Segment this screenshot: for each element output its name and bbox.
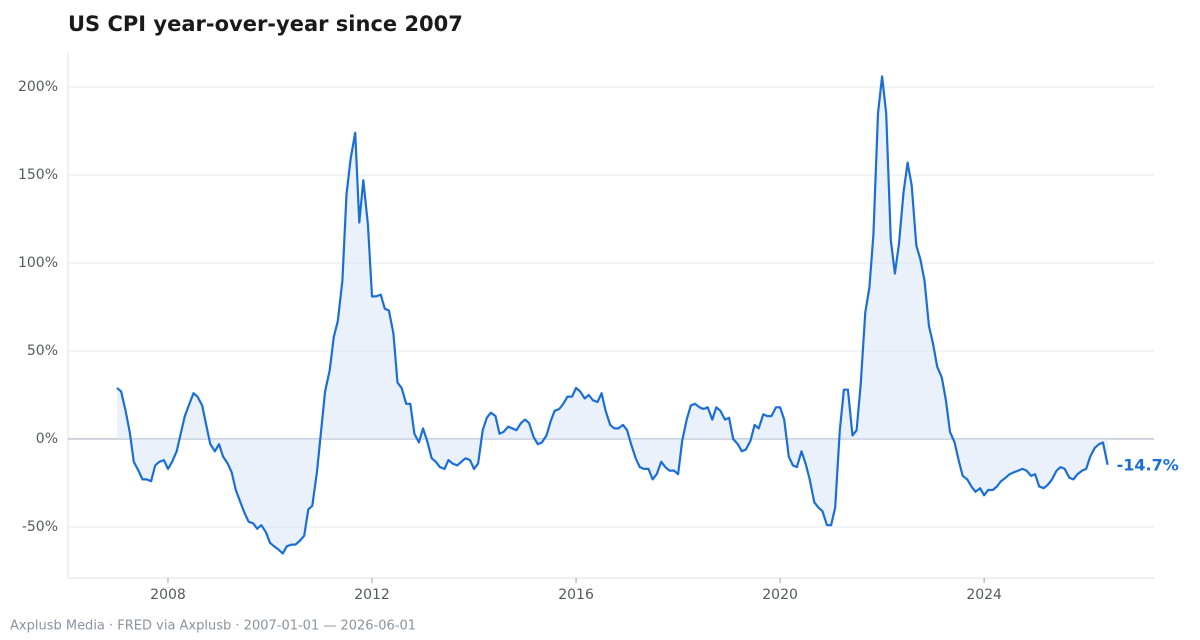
x-tick-label: 2020 xyxy=(762,587,798,603)
y-tick-label: 200% xyxy=(18,79,58,95)
y-tick-label: 150% xyxy=(18,167,58,183)
area xyxy=(117,76,1108,554)
y-tick-label: 50% xyxy=(27,343,58,359)
y-tick-label: 100% xyxy=(18,255,58,271)
chart-title: US CPI year-over-year since 2007 xyxy=(68,12,463,36)
line xyxy=(116,75,1109,555)
end-label: -14.7% xyxy=(1117,455,1179,474)
y-tick-label: 0% xyxy=(36,431,58,447)
x-tick-label: 2024 xyxy=(966,587,1002,603)
x-tick-label: 2012 xyxy=(354,587,390,603)
source-note: Axplusb Media · FRED via Axplusb · 2007-… xyxy=(10,619,416,634)
x-tick-label: 2008 xyxy=(150,587,186,603)
x-tick-label: 2016 xyxy=(558,587,594,603)
y-tick-label: -50% xyxy=(22,519,58,535)
